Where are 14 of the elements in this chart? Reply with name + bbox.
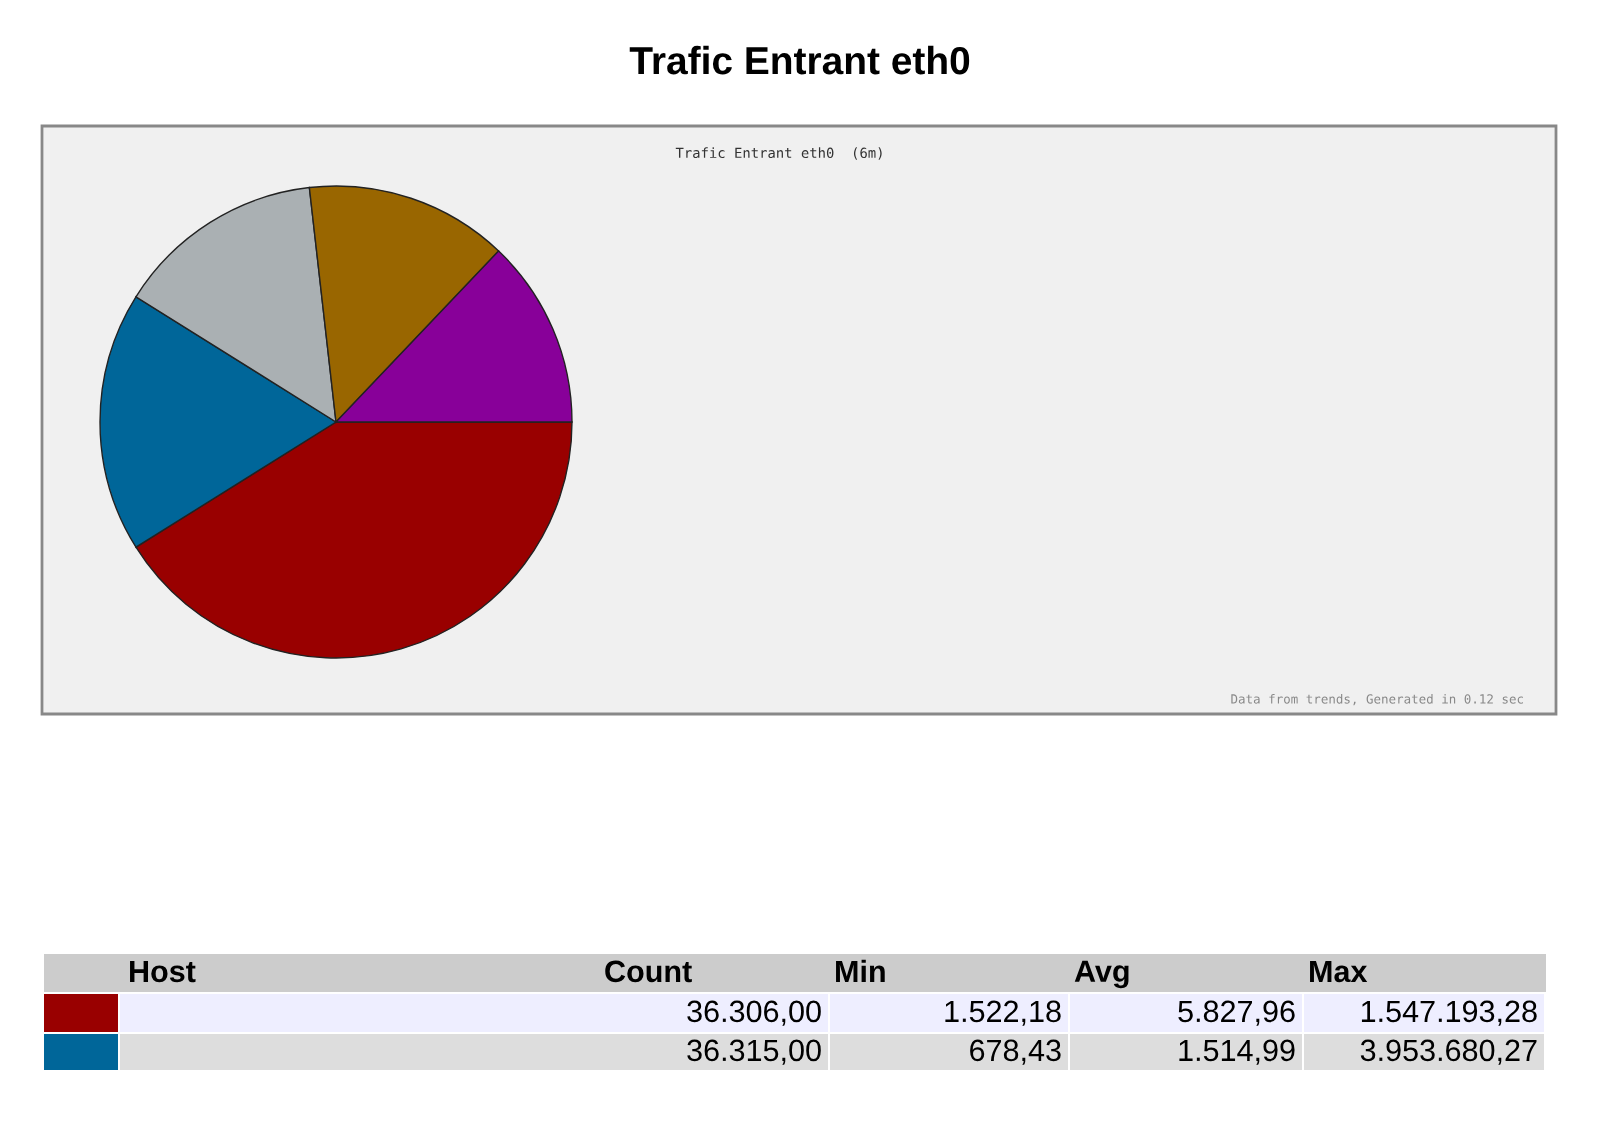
text: Trafic Entrant eth0 xyxy=(629,45,970,75)
text: Avg xyxy=(1074,960,1129,989)
text: Host xyxy=(130,960,196,983)
text: 36.315,00 xyxy=(687,1039,821,1065)
text: 1.514,99 xyxy=(1179,1039,1295,1065)
text: Count xyxy=(605,960,692,983)
text: 3.953.680,27 xyxy=(1360,1039,1537,1065)
text: 1.547.193,28 xyxy=(1361,1000,1537,1026)
text: 36.306,00 xyxy=(687,1000,821,1026)
text: 5.827,96 xyxy=(1178,1000,1295,1026)
text: 678,43 xyxy=(970,1039,1061,1065)
text: Min xyxy=(836,959,885,982)
text: 1.522,18 xyxy=(945,1000,1061,1026)
text: Max xyxy=(1310,960,1368,983)
